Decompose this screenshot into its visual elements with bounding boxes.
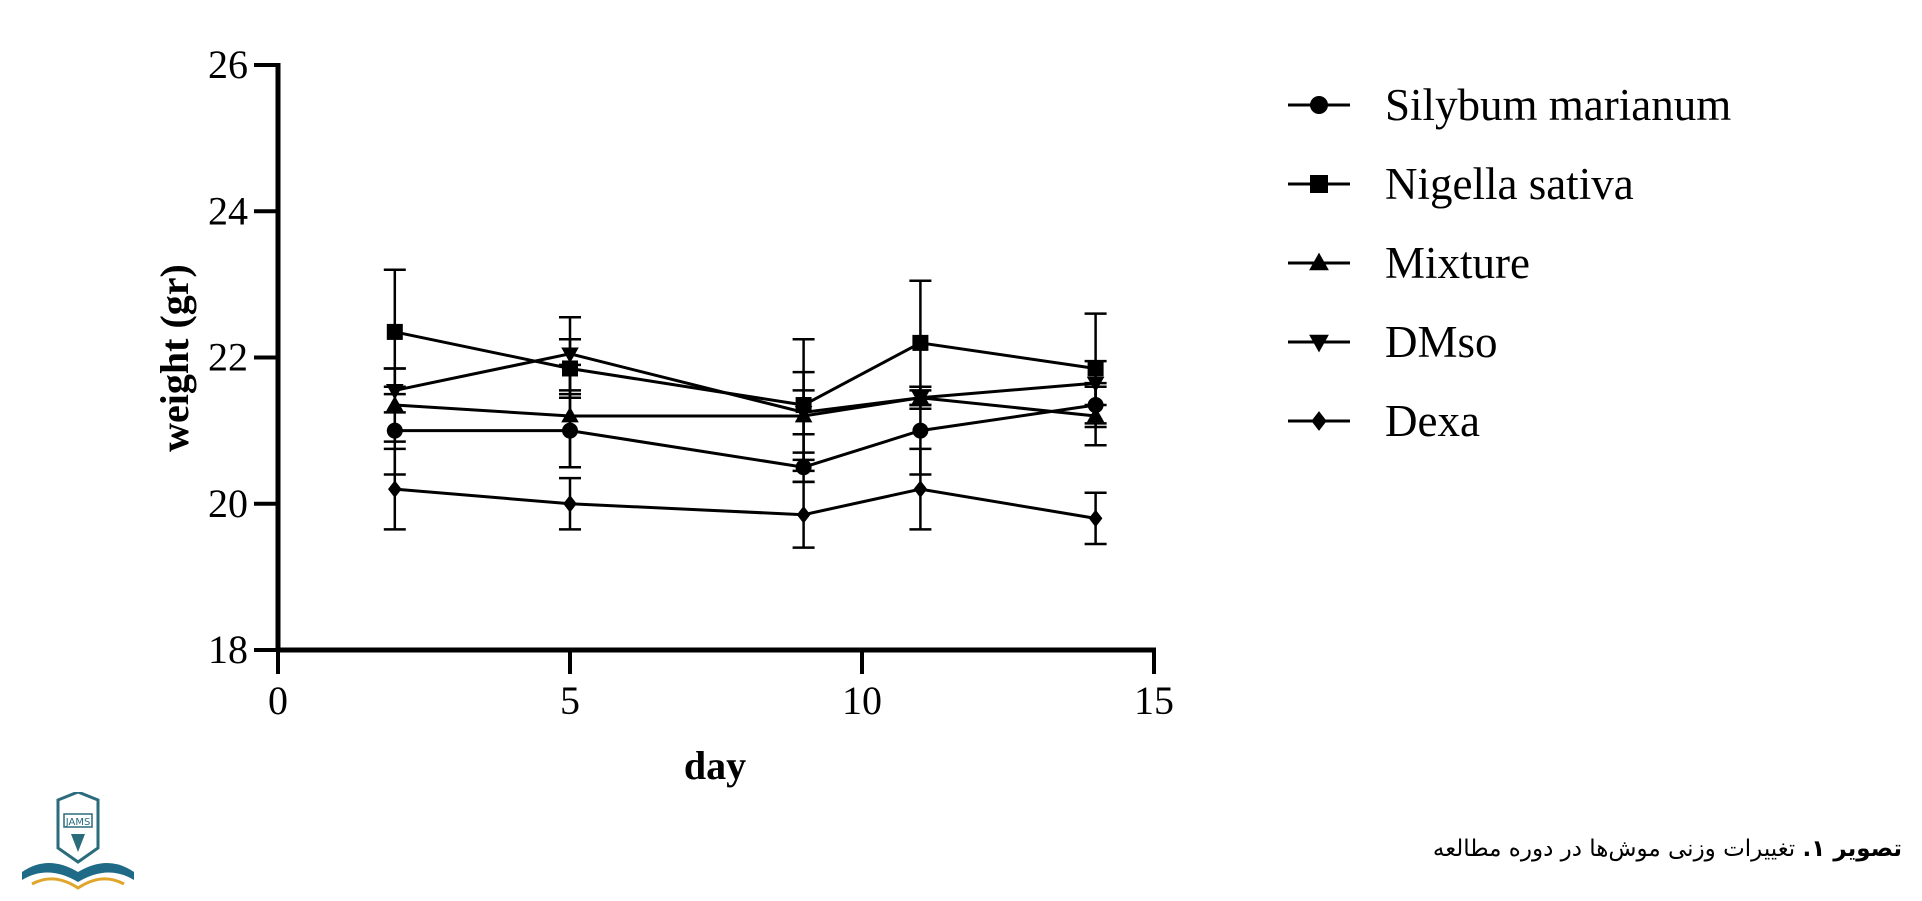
legend-item: DMso <box>1288 317 1498 367</box>
data-point <box>561 406 579 423</box>
logo-text: JAMS <box>65 817 91 828</box>
data-point <box>563 494 577 513</box>
data-point <box>911 391 930 407</box>
caption-label: تصویر ۱. <box>1802 836 1902 862</box>
y-tick-label: 26 <box>208 42 248 87</box>
data-point <box>912 334 929 351</box>
data-point <box>794 405 813 422</box>
data-point <box>561 347 579 364</box>
series-line <box>394 396 1096 418</box>
x-tick-label: 15 <box>1134 678 1174 723</box>
data-point <box>1088 509 1103 528</box>
legend-item: Dexa <box>1288 396 1480 446</box>
x-axis-title: day <box>684 743 746 788</box>
legend-marker <box>1310 175 1328 193</box>
data-point <box>388 480 402 498</box>
legend-item: Silybum marianum <box>1288 80 1731 130</box>
y-tick-label: 20 <box>208 481 248 526</box>
plot-area <box>383 268 1107 549</box>
figure-caption: تصویر ۱. تغییرات وزنی موش‌ها در دوره مطا… <box>1433 836 1902 862</box>
axes: 18 20 22 24 26 0 5 10 15 <box>208 42 1174 723</box>
legend-label: Dexa <box>1385 396 1480 446</box>
legend-marker <box>1309 252 1329 271</box>
legend-item: Nigella sativa <box>1288 159 1634 209</box>
y-tick-label: 18 <box>208 627 248 672</box>
data-point <box>1086 406 1105 423</box>
data-point <box>796 505 811 524</box>
legend-label: Nigella sativa <box>1385 159 1634 209</box>
legend-label: DMso <box>1385 317 1498 367</box>
data-point <box>913 480 928 498</box>
legend-marker <box>1310 96 1328 114</box>
data-point <box>1086 376 1105 393</box>
series-line <box>394 403 1096 469</box>
series-dmso <box>383 316 1107 436</box>
y-tick-label: 24 <box>208 188 248 233</box>
caption-text: تغییرات وزنی موش‌ها در دوره مطالعه <box>1432 836 1796 862</box>
y-tick-label: 22 <box>208 335 248 380</box>
legend: Silybum marianum Nigella sativa Mixture DMs… <box>1288 80 1731 446</box>
data-point <box>386 384 404 400</box>
legend-marker <box>1309 334 1329 353</box>
series-dexa <box>383 447 1107 549</box>
legend-marker <box>1311 411 1327 431</box>
x-tick-label: 5 <box>560 678 580 723</box>
legend-label: Mixture <box>1385 238 1530 288</box>
jams-logo: JAMS <box>18 790 138 897</box>
data-point <box>386 323 403 340</box>
data-point <box>912 422 929 439</box>
y-axis-title: weight (gr) <box>152 264 197 452</box>
x-tick-label: 10 <box>842 678 882 723</box>
series-line <box>394 487 1096 520</box>
legend-label: Silybum marianum <box>1385 80 1731 130</box>
series-mixture <box>383 363 1107 469</box>
legend-item: Mixture <box>1288 238 1530 288</box>
x-tick-label: 0 <box>268 678 288 723</box>
